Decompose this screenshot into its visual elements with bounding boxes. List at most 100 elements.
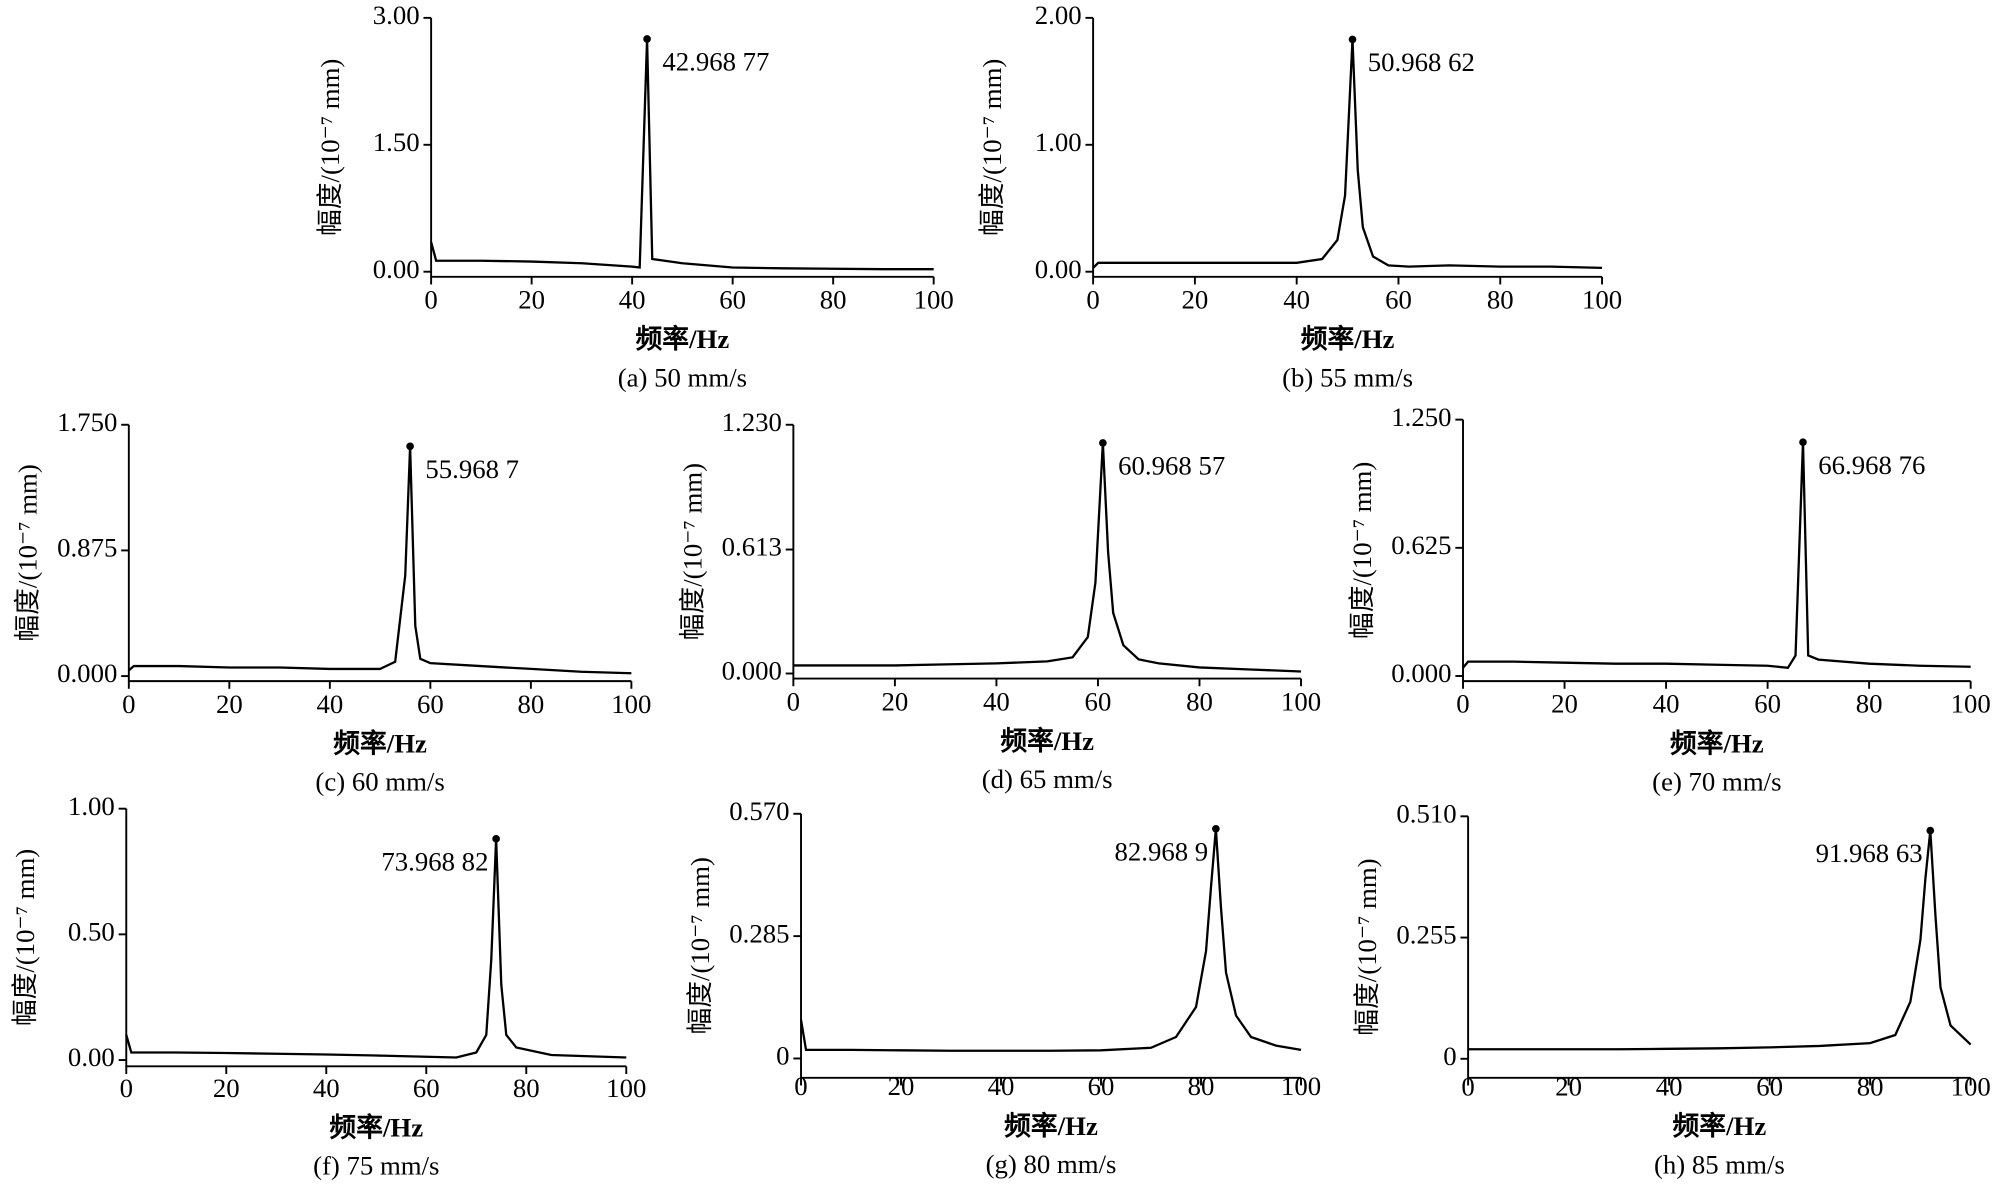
peak-label: 50.968 62 [1368,47,1475,77]
axes [800,813,1302,1079]
x-tick-label: 40 [983,686,1010,716]
y-axis-label: 幅度/(10⁻⁷ mm) [1352,858,1382,1035]
x-tick-label: 80 [1487,284,1514,314]
y-axis-label: 幅度/(10⁻⁷ mm) [685,857,715,1034]
y-tick-label: 0 [1443,1041,1456,1071]
x-tick-label: 80 [1857,1072,1884,1102]
x-tick-label: 100 [1951,689,1991,719]
chart-panel: 0.000 0.613 1.230 0 20 40 60 80 100 频率/Hz (d) 65 m… [677,407,1321,794]
x-tick-label: 0 [424,284,437,314]
peak-marker [1212,824,1220,833]
x-tick-label: 60 [719,284,746,314]
x-tick-label: 0 [1456,689,1469,719]
x-tick-label: 60 [1754,689,1781,719]
y-tick-label: 1.00 [1035,127,1082,157]
chart-panel: 0.000 0.875 1.750 0 20 40 60 80 100 频率/Hz (c) 60 m… [13,407,652,797]
x-tick-label: 100 [914,284,954,314]
y-tick-label: 1.50 [373,127,420,157]
x-tick-label: 100 [1951,1072,1991,1102]
y-axis-label: 幅度/(10⁻⁷ mm) [315,59,345,236]
caption: (f) 75 mm/s [313,1151,439,1181]
x-tick-label: 100 [1281,686,1321,716]
data-line [1468,830,1972,1051]
y-tick-label: 1.250 [1391,402,1451,432]
x-tick-label: 80 [1856,689,1883,719]
x-tick-label: 80 [1186,686,1213,716]
x-tick-label: 0 [122,689,135,719]
x-tick-label: 100 [611,689,651,719]
x-tick-label: 20 [518,284,545,314]
peak-label: 82.968 9 [1115,836,1209,866]
x-tick-label: 60 [1088,1071,1115,1101]
caption: (h) 85 mm/s [1654,1149,1785,1179]
peak-label: 73.968 82 [381,846,488,876]
y-tick-label: 0.00 [1035,254,1082,284]
x-tick-label: 0 [794,1071,807,1101]
x-tick-label: 0 [1086,284,1099,314]
x-tick-label: 80 [517,689,544,719]
y-tick-label: 0.875 [57,533,117,563]
x-axis-label: 频率/Hz [1673,1110,1767,1141]
y-tick-label: 0.50 [68,916,115,946]
y-tick-label: 0.255 [1396,920,1456,950]
x-axis-label: 频率/Hz [636,323,730,354]
data-line [1092,39,1603,270]
x-tick-label: 40 [1283,284,1310,314]
x-tick-label: 20 [213,1073,240,1103]
peak-label: 66.968 76 [1818,450,1925,480]
data-line [128,446,632,675]
y-axis-label: 幅度/(10⁻⁷ mm) [13,464,43,641]
peak-marker [1926,826,1935,835]
x-tick-label: 80 [820,284,847,314]
x-tick-label: 60 [1756,1072,1783,1102]
data-line [793,442,1302,673]
x-tick-label: 60 [1085,686,1112,716]
x-tick-label: 60 [1385,284,1412,314]
peak-marker [492,835,500,843]
y-tick-label: 3.00 [373,0,420,30]
y-axis-label: 幅度/(10⁻⁷ mm) [977,59,1007,236]
peak-marker [1799,438,1807,447]
y-tick-label: 0.285 [729,918,789,948]
x-tick-label: 20 [882,686,909,716]
chart-panel: 0.00 1.50 3.00 0 20 40 60 80 100 频率/Hz (a) 50 mm/s… [315,0,954,392]
x-axis-label: 频率/Hz [329,1111,423,1142]
y-tick-label: 1.750 [57,407,117,437]
y-axis-label: 幅度/(10⁻⁷ mm) [10,849,40,1026]
axes [127,424,632,683]
x-tick-label: 80 [513,1073,540,1103]
x-axis-label: 频率/Hz [1004,1110,1098,1141]
x-tick-label: 60 [413,1073,440,1103]
x-tick-label: 100 [606,1073,646,1103]
x-tick-label: 20 [888,1071,915,1101]
peak-marker [643,35,651,43]
y-tick-label: 0.570 [729,796,789,826]
data-line [125,838,627,1059]
y-tick-label: 0.000 [57,658,117,688]
peak-label: 55.968 7 [425,454,519,484]
x-tick-label: 40 [619,284,646,314]
x-tick-label: 80 [1188,1071,1215,1101]
y-tick-label: 0.613 [722,532,782,562]
x-tick-label: 40 [1656,1072,1683,1102]
peak-label: 91.968 63 [1816,838,1923,868]
caption: (a) 50 mm/s [618,362,747,392]
x-tick-label: 40 [1653,689,1680,719]
y-tick-label: 0.000 [1391,658,1451,688]
x-axis-label: 频率/Hz [333,727,427,758]
y-tick-label: 1.230 [722,407,782,437]
y-tick-label: 0.000 [722,656,782,686]
caption: (b) 55 mm/s [1282,362,1413,392]
y-tick-label: 0.00 [68,1042,115,1072]
x-tick-label: 0 [1461,1072,1474,1102]
y-axis-label: 幅度/(10⁻⁷ mm) [677,463,707,640]
x-axis-label: 频率/Hz [1301,323,1395,354]
chart-panel: 0 0.255 0.510 0 20 40 60 80 100 频率/Hz (h) 85 mm/s 幅… [1352,798,1991,1179]
y-tick-label: 1.00 [68,791,115,821]
y-tick-label: 0.00 [373,254,420,284]
axes [125,808,627,1068]
peak-marker [406,442,414,451]
x-tick-label: 0 [787,686,800,716]
y-tick-label: 0.625 [1391,530,1451,560]
x-tick-label: 0 [120,1073,133,1103]
